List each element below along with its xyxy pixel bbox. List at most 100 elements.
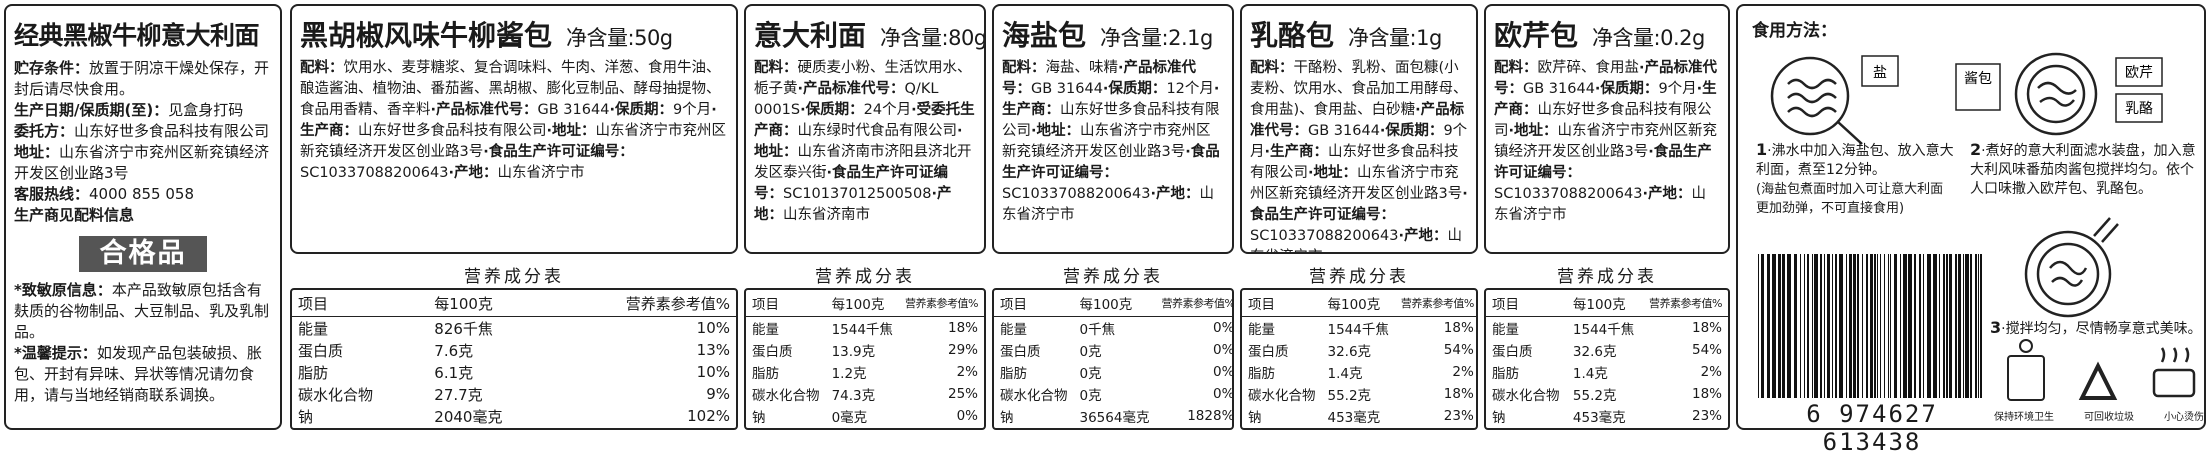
usage-title: 食用方法：	[1752, 21, 1837, 41]
nutrition-row: 能量 1544千焦 18%	[1486, 317, 1728, 340]
nutrition-cell: 55.2克	[1572, 388, 1617, 404]
nutrition-table: 项目 每100克 营养素参考值% 能量 826千焦 10% 蛋白质 7.6克 13% 脂肪 6.1克…	[292, 290, 736, 427]
packet-name: 乳酪包	[1250, 19, 1335, 52]
nutrition-cell: 2%	[1700, 364, 1722, 380]
nutrition-cell: 蛋白质	[1492, 344, 1533, 360]
badge-label: 保持环境卫生	[1994, 412, 2054, 423]
nutrition-cell: 2%	[956, 364, 978, 380]
barcode-bar	[1958, 254, 1961, 398]
field-value: 山东省济宁市	[1250, 228, 1462, 252]
column-header: 每100克	[1073, 290, 1156, 317]
nutrition-cell: 1544千焦	[831, 322, 893, 338]
barcode-bar	[1908, 254, 1912, 398]
header-row: 项目 每100克 营养素参考值%	[1242, 290, 1476, 317]
label-box	[2115, 93, 2163, 123]
field-label: *致敏原信息：	[14, 281, 112, 299]
packet-name: 海盐包	[1002, 19, 1087, 52]
barcode-bar	[1772, 254, 1776, 398]
nutrition-cell: 102%	[687, 407, 730, 425]
nutrition-cell: 18%	[1691, 320, 1722, 336]
barcode-bar	[1890, 254, 1891, 398]
column-header: 每100克	[825, 290, 899, 317]
nutrition-cell: 脂肪	[752, 366, 779, 382]
header-row: 项目 每100克 营养素参考值%	[292, 290, 736, 317]
nutrition-row: 碳水化合物 55.2克 18%	[1242, 383, 1476, 405]
field-label: ·食品生产许可证编号：	[754, 165, 949, 202]
header-row: 项目 每100克 营养素参考值%	[746, 290, 984, 317]
nutrition-row: 能量 1544千焦 18%	[1242, 317, 1476, 340]
column-header: 项目	[292, 290, 429, 317]
qualified-badge: 合格品	[79, 236, 207, 272]
column-header: 营养素参考值%	[898, 290, 984, 317]
net-weight: 净含量:1g	[1348, 26, 1442, 50]
text-block: 配料：欧芹碎、食用盐·产品标准代号：GB 31644·保质期：9个月·生产商：山…	[1494, 58, 1720, 226]
packet-name: 黑胡椒风味牛柳酱包	[300, 19, 553, 52]
nutrition-cell: 32.6克	[1572, 344, 1617, 360]
barcode-bar	[1835, 254, 1837, 398]
field-label: ·产品标准代号：	[1494, 60, 1718, 97]
step-2: 2·煮好的意大利面滤水装盘，加入意大利风味番茄肉酱包搅拌均匀。依个人口味撒入欧芹…	[1970, 140, 2198, 199]
barcode-bar	[1853, 254, 1856, 398]
field-label: ·生产商：	[1494, 81, 1717, 118]
field-label: 贮存条件：	[14, 59, 90, 77]
field-label: 配料：	[300, 60, 344, 76]
barcode-bar	[1946, 254, 1948, 398]
barcode-bar	[1955, 254, 1957, 398]
hot-icon	[2152, 347, 2196, 398]
nutrition-cell: 钠	[1000, 410, 1014, 426]
nutrition-row: 蛋白质 32.6克 54%	[1486, 339, 1728, 361]
field-value: GB 31644	[1523, 81, 1595, 97]
barcode-bar	[1900, 254, 1901, 398]
field-label: ·产地：	[754, 186, 952, 223]
product-info-panel: 经典黑椒牛柳意大利面 贮存条件：放置于阴凉干燥处保存，开封后请尽快食用。 生产日期/…	[4, 4, 282, 430]
column-header: 项目	[1486, 290, 1567, 317]
nutrition-box: 项目 每100克 营养素参考值% 能量 1544千焦 18% 蛋白质 32.6克 54% 脂肪 1.…	[1484, 288, 1730, 430]
field-label: ·受委托生产商：	[754, 102, 975, 139]
nutrition-title: 营养成分表	[815, 267, 915, 287]
nutrition-cell: 蛋白质	[1248, 344, 1289, 360]
nutrition-cell: 29%	[947, 342, 978, 358]
nutrition-cell: 25%	[947, 386, 978, 402]
nutrition-cell: 18%	[1443, 320, 1474, 336]
nutrition-cell: 9%	[706, 385, 730, 403]
nutrition-cell: 13%	[696, 341, 730, 359]
field-value: 见盒身打码	[168, 101, 244, 119]
column-header: 每100克	[1566, 290, 1642, 317]
barcode-bar	[1963, 254, 1964, 398]
nutrition-table: 项目 每100克 营养素参考值% 能量 0千焦 0% 蛋白质 0克 0% 脂肪 0克 0% 碳水化合物 0…	[994, 290, 1234, 427]
nutrition-cell: 蛋白质	[298, 341, 344, 360]
barcode-bar	[1874, 254, 1876, 398]
field-value: 如发现产品包装破损、胀包、开封有异味、异状等情况请勿食用，请与当地经销商联系调换…	[14, 344, 262, 404]
label-box	[1955, 63, 2001, 111]
barcode-bar	[1820, 254, 1822, 398]
packet-header: 意大利面 净含量:80g	[754, 14, 984, 54]
nutrition-cell: 1828%	[1187, 408, 1234, 424]
step-number: 1	[1756, 140, 1768, 159]
barcode-bar	[1943, 254, 1945, 398]
field-value: 山东省济南市	[783, 207, 870, 223]
nutrition-cell: 蛋白质	[1000, 344, 1041, 360]
field-value: GB 31644	[537, 102, 610, 118]
ingredient-box: 欧芹包 净含量:0.2g 配料：欧芹碎、食用盐·产品标准代号：GB 31644·保质…	[1484, 4, 1730, 254]
nutrition-cell: 18%	[1443, 386, 1474, 402]
nutrition-box: 项目 每100克 营养素参考值% 能量 826千焦 10% 蛋白质 7.6克 13% 脂肪 6.1克…	[290, 288, 738, 430]
nutrition-cell: 0千焦	[1079, 322, 1116, 338]
nutrition-table: 项目 每100克 营养素参考值% 能量 1544千焦 18% 蛋白质 32.6克 54% 脂肪 1.…	[1242, 290, 1476, 427]
field-value: SC10337088200643	[1250, 228, 1399, 244]
nutrition-cell: 55.2克	[1327, 388, 1372, 404]
field-label: 客服热线：	[14, 185, 90, 203]
column-header: 项目	[1242, 290, 1322, 317]
packet-header: 黑胡椒风味牛柳酱包 净含量:50g	[300, 14, 728, 54]
field-label: ·产品标准代号：	[1002, 60, 1197, 97]
field-value: 山东省济宁市兖州区新兖镇经济开发区创业路3号	[1002, 123, 1211, 160]
field-label: 生产日期/保质期(至)：	[14, 101, 169, 119]
field-value: 饮用水、麦芽糖浆、复合调味料、牛肉、洋葱、食用牛油、酿造酱油、植物油、番茄酱、黑…	[300, 60, 721, 118]
field-label: ·生产商：	[300, 102, 717, 139]
barcode-bar	[1800, 254, 1801, 398]
badge-labels: 保持环境卫生 可回收垃圾 小心烫伤	[1994, 408, 2204, 423]
barcode	[1758, 254, 1982, 398]
barcode-bar	[1919, 254, 1921, 398]
step-note: (海盐包煮面时加入可让意大利面更加劲弹，不可直接食用)	[1756, 182, 1944, 216]
field-label: 委托方：	[14, 122, 75, 140]
nutrition-cell: 碳水化合物	[298, 385, 374, 404]
